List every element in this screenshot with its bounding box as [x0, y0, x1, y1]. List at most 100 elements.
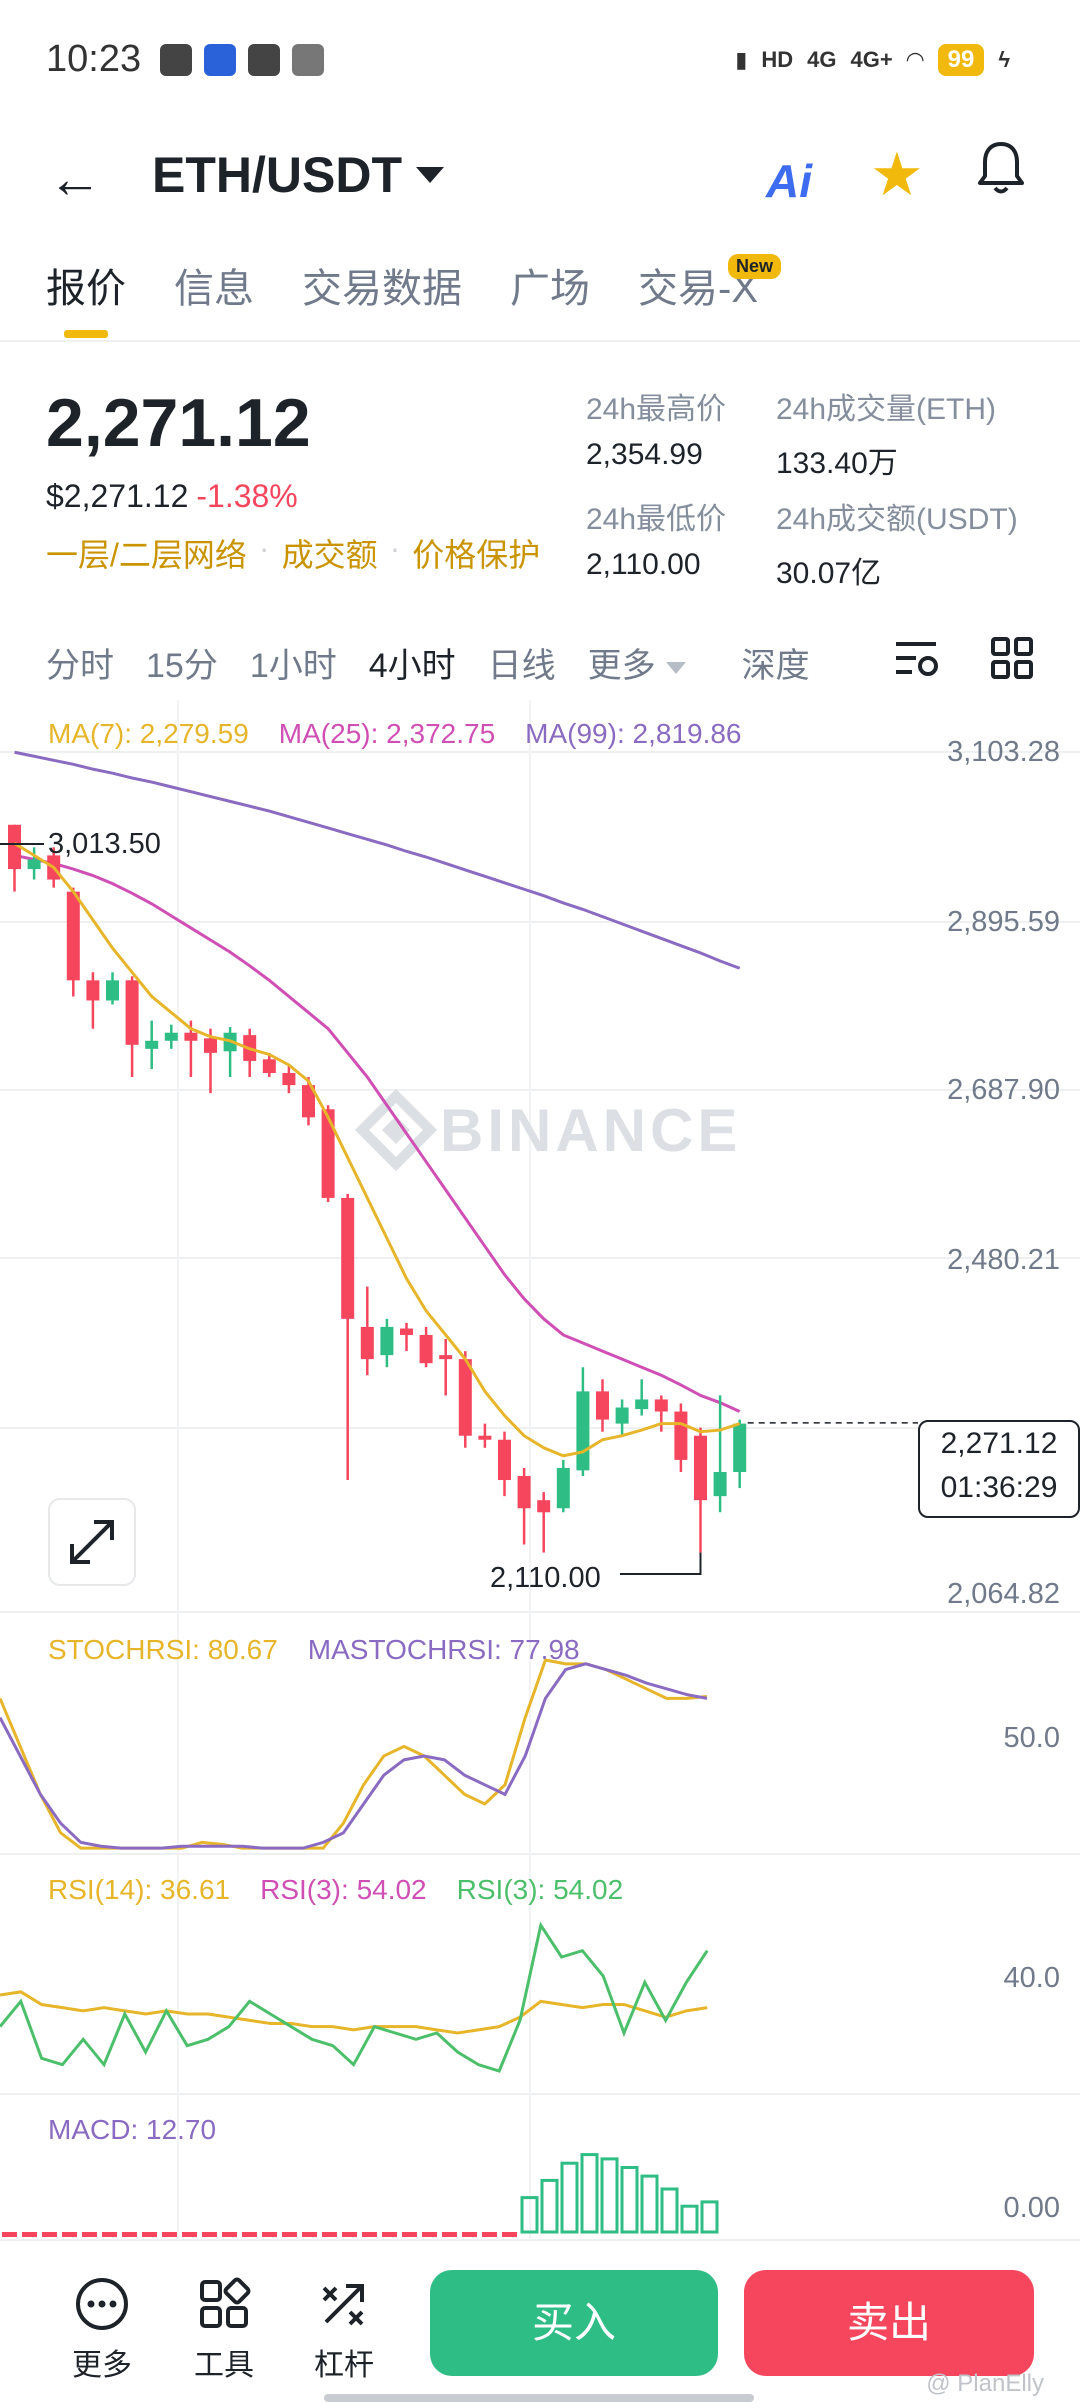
candle-body — [654, 1399, 668, 1412]
candle-body — [106, 980, 119, 1001]
binance-logo-icon — [354, 1088, 438, 1172]
back-arrow-icon[interactable]: ← — [48, 149, 102, 209]
status-time: 10:23 — [46, 38, 142, 80]
candle-body — [498, 1439, 511, 1481]
rsi14-label: RSI(14): 36.61 — [48, 1874, 231, 1905]
ma25-value: 2,372.75 — [386, 718, 496, 749]
candle-body — [204, 1038, 217, 1053]
macd-bar — [102, 2232, 117, 2237]
stat-low-value: 2,110.00 — [586, 548, 701, 581]
macd-bar — [242, 2232, 257, 2237]
interval-more[interactable]: 更多 — [588, 638, 686, 687]
y-tick-label: 2,895.59 — [947, 906, 1060, 938]
y-tick-label: 3,103.28 — [947, 736, 1060, 768]
home-indicator[interactable] — [324, 2394, 754, 2402]
macd-bar — [422, 2232, 437, 2237]
signal-icon: 4G — [807, 47, 837, 72]
ma25-line — [14, 853, 741, 1413]
ma7-value: 2,279.59 — [139, 718, 249, 749]
ma7-name: MA(7) — [48, 718, 125, 749]
interval-1h[interactable]: 1小时 — [249, 647, 337, 685]
stat-vol-eth-label: 24h成交量(ETH) — [776, 393, 997, 426]
binance-logo-icon — [382, 1116, 410, 1144]
sell-button[interactable]: 卖出 — [744, 2270, 1034, 2376]
macd-bar — [660, 2187, 679, 2234]
indicator-settings-icon[interactable] — [892, 636, 940, 680]
tab-quote[interactable]: 报价 — [46, 267, 126, 311]
pair-name: ETH/USDT — [152, 147, 402, 203]
ma25-name: MA(25) — [278, 718, 371, 749]
candlestick-chart[interactable] — [0, 700, 1080, 2250]
status-app-icons — [160, 44, 324, 76]
stat-low: 24h最低价 2,110.00 — [586, 494, 726, 582]
candle-body — [713, 1471, 727, 1497]
macd-bar — [640, 2174, 659, 2234]
star-icon[interactable]: ★ — [870, 141, 924, 208]
buy-button[interactable]: 买入 — [430, 2270, 718, 2376]
fiat-price: $2,271.12 — [46, 478, 189, 514]
chart-grid — [0, 700, 1080, 2241]
pair-selector[interactable]: ETH/USDT — [152, 146, 444, 204]
tools-button[interactable]: 工具 — [194, 2276, 254, 2384]
macd-bar — [600, 2157, 619, 2234]
stat-vol-eth-value: 133.40万 — [776, 447, 898, 480]
macd-bar — [482, 2232, 497, 2237]
macd-bar — [540, 2178, 559, 2234]
active-tab-indicator — [64, 330, 108, 338]
stat-high-value: 2,354.99 — [586, 438, 703, 471]
candle-body — [733, 1423, 747, 1472]
new-badge: New — [728, 254, 782, 279]
rsi3-label: RSI(3): 54.02 — [260, 1874, 427, 1905]
ai-icon[interactable]: Ai — [766, 155, 812, 207]
main-tabs: 报价 信息 交易数据 广场 交易-X — [46, 256, 758, 314]
depth-tab[interactable]: 深度 — [741, 647, 810, 685]
wifi-icon: ◠ — [906, 47, 924, 72]
stat-low-label: 24h最低价 — [586, 503, 727, 536]
link-network[interactable]: 一层/二层网络 — [46, 537, 247, 573]
ma7-legend: MA(7): 2,279.59 — [48, 718, 249, 749]
candle-body — [537, 1500, 551, 1513]
candle-body — [635, 1399, 649, 1410]
interval-15m[interactable]: 15分 — [146, 647, 218, 685]
separator: · — [258, 530, 270, 566]
tab-trading-data[interactable]: 交易数据 — [302, 267, 462, 311]
tab-info[interactable]: 信息 — [174, 267, 254, 311]
tools-label: 工具 — [194, 2349, 254, 2382]
ma-legend: MA(7): 2,279.59 MA(25): 2,372.75 MA(99):… — [48, 718, 742, 750]
macd-bar — [222, 2232, 237, 2237]
more-button[interactable]: 更多 — [72, 2276, 132, 2384]
tag-links: 一层/二层网络 · 成交额 · 价格保护 — [46, 530, 540, 576]
macd-bar — [162, 2232, 177, 2237]
macd-bar — [580, 2153, 599, 2234]
macd-bar — [560, 2161, 579, 2234]
macd-bar — [202, 2232, 217, 2237]
macd-bar — [620, 2166, 639, 2234]
y-tick-label: 2,480.21 — [947, 1244, 1060, 1276]
interval-4h[interactable]: 4小时 — [368, 647, 456, 685]
leverage-button[interactable]: 杠杆 — [314, 2276, 374, 2384]
stoch-tick: 50.0 — [1003, 1722, 1060, 1754]
expand-icon[interactable] — [48, 1498, 136, 1586]
link-price-protection[interactable]: 价格保护 — [412, 537, 541, 573]
candle-body — [262, 1059, 276, 1074]
macd-bar — [442, 2232, 457, 2237]
rsi3-series — [0, 1921, 709, 2073]
macd-bar — [122, 2232, 137, 2237]
current-price-value: 2,271.12 — [940, 1427, 1058, 1460]
price-change: -1.38% — [196, 478, 298, 514]
layout-grid-icon[interactable] — [990, 636, 1034, 680]
stat-volume-usdt: 24h成交额(USDT) 30.07亿 — [776, 494, 1018, 592]
caret-down-icon — [665, 662, 686, 675]
link-volume[interactable]: 成交额 — [281, 537, 378, 573]
tab-square[interactable]: 广场 — [510, 267, 590, 311]
bell-icon[interactable] — [976, 140, 1026, 196]
separator: · — [389, 530, 401, 566]
macd-bar — [362, 2232, 377, 2237]
interval-1d[interactable]: 日线 — [487, 647, 556, 685]
interval-timeline[interactable]: 分时 — [46, 647, 114, 685]
mastochrsi-series — [0, 1662, 708, 1850]
candle-body — [556, 1467, 570, 1509]
stat-vol-usdt-label: 24h成交额(USDT) — [776, 503, 1018, 536]
macd-bar — [680, 2204, 699, 2234]
leverage-label: 杠杆 — [314, 2349, 374, 2382]
